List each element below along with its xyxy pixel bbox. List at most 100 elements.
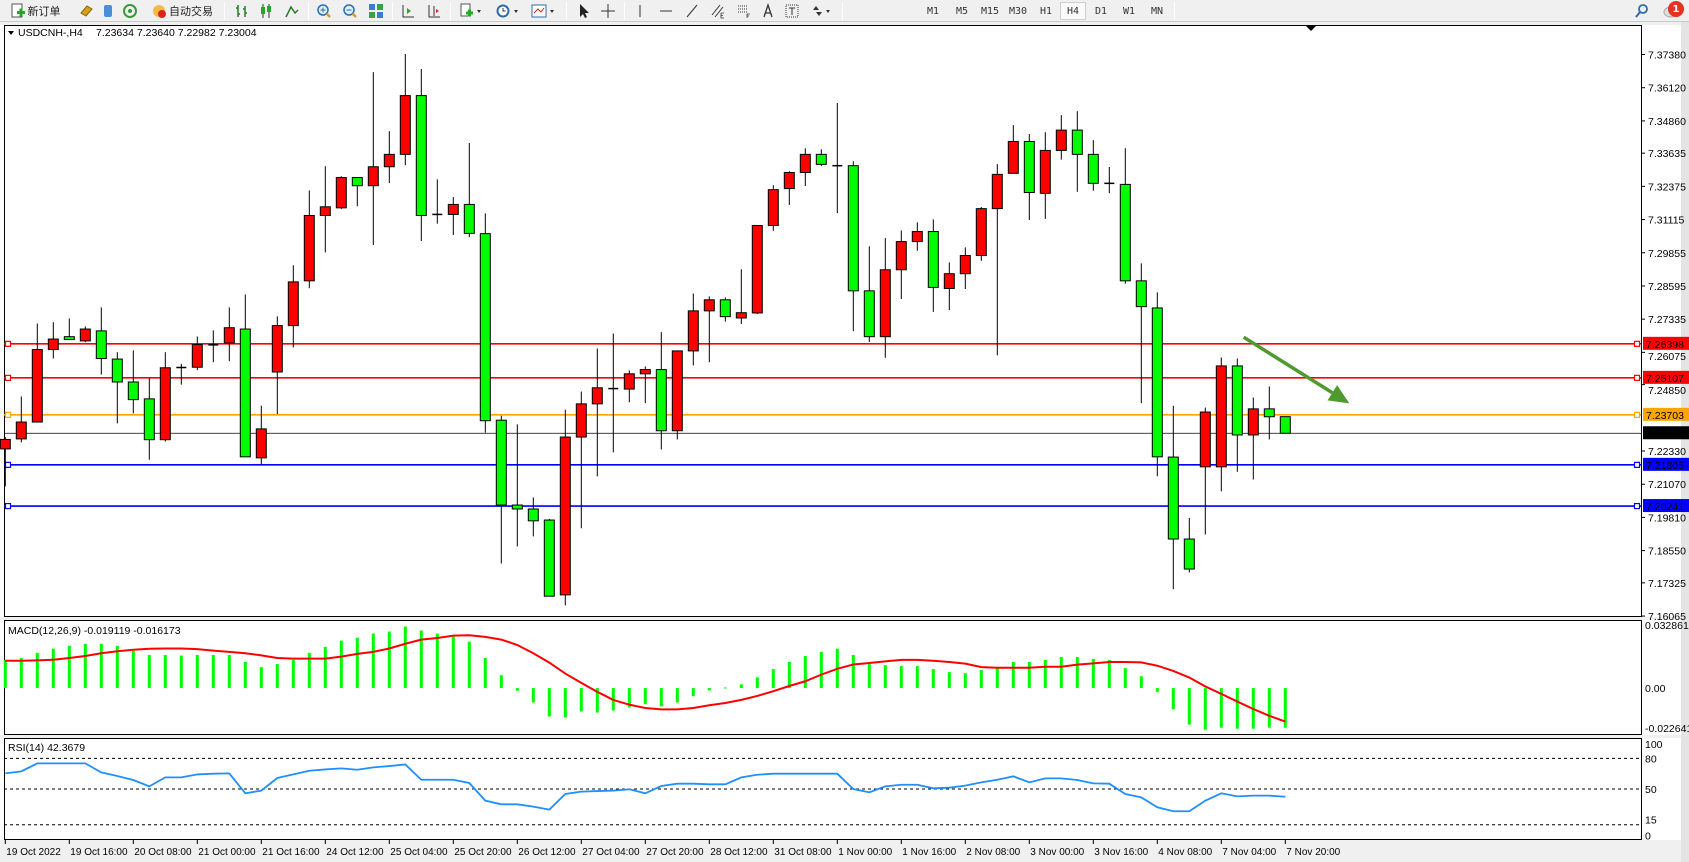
- candle[interactable]: [927, 219, 939, 312]
- candle[interactable]: [575, 391, 587, 529]
- candle[interactable]: [319, 166, 331, 253]
- candle[interactable]: [911, 222, 923, 251]
- timeframe-m5[interactable]: M5: [955, 5, 969, 17]
- auto-trading-button[interactable]: 自动交易: [146, 2, 218, 20]
- candle[interactable]: [15, 396, 27, 443]
- candle[interactable]: [751, 224, 763, 315]
- candle[interactable]: [335, 176, 347, 209]
- equidistant-channel-button[interactable]: [708, 2, 728, 20]
- zoom-in-button[interactable]: [314, 2, 334, 20]
- line-handle[interactable]: [1633, 411, 1641, 418]
- candle[interactable]: [479, 213, 491, 433]
- candle[interactable]: [1087, 140, 1099, 191]
- line-handle[interactable]: [1633, 461, 1641, 468]
- candle[interactable]: [1215, 357, 1227, 492]
- timeframe-d1[interactable]: D1: [1094, 5, 1108, 17]
- candle[interactable]: [735, 269, 747, 325]
- line-handle[interactable]: [4, 411, 12, 418]
- candle[interactable]: [1199, 407, 1211, 535]
- candle[interactable]: [703, 296, 715, 363]
- candle[interactable]: [895, 230, 907, 300]
- candle[interactable]: [671, 350, 683, 440]
- candle[interactable]: [271, 316, 283, 415]
- cursor-button[interactable]: [574, 2, 594, 20]
- vertical-line-button[interactable]: [630, 2, 650, 20]
- candle[interactable]: [991, 164, 1003, 356]
- timeframe-m30[interactable]: M30: [1008, 5, 1028, 17]
- candle[interactable]: [303, 190, 315, 289]
- candle[interactable]: [239, 294, 251, 458]
- candle[interactable]: [367, 72, 379, 245]
- candle[interactable]: [79, 326, 91, 343]
- line-handle[interactable]: [1633, 374, 1641, 381]
- candle[interactable]: [1247, 397, 1259, 480]
- candle[interactable]: [47, 322, 59, 359]
- candlestick-chart-button[interactable]: [256, 2, 276, 20]
- candle[interactable]: [1007, 125, 1019, 174]
- candle[interactable]: [943, 262, 955, 311]
- timeframe-w1[interactable]: W1: [1122, 5, 1136, 17]
- candle[interactable]: [543, 518, 555, 597]
- line-handle[interactable]: [4, 461, 12, 468]
- candle[interactable]: [447, 197, 459, 235]
- candle[interactable]: [1119, 148, 1131, 284]
- candle[interactable]: [495, 415, 507, 564]
- candle[interactable]: [287, 265, 299, 348]
- trend-arrow-line[interactable]: [1242, 335, 1334, 395]
- timeframe-m1[interactable]: M1: [926, 5, 940, 17]
- collapse-triangle-icon[interactable]: [8, 31, 14, 35]
- candle[interactable]: [863, 246, 875, 342]
- candle[interactable]: [1071, 111, 1083, 192]
- chart-window[interactable]: 7.37380 7.36120 7.34860 7.33635 7.32375 7.311…: [0, 22, 1689, 862]
- candle[interactable]: [1104, 167, 1115, 194]
- timeframe-h4[interactable]: H4: [1060, 2, 1086, 20]
- crosshair-button[interactable]: [598, 2, 618, 20]
- timeframe-h1[interactable]: H1: [1039, 5, 1053, 17]
- zoom-out-button[interactable]: [340, 2, 360, 20]
- candle[interactable]: [351, 177, 363, 207]
- candle[interactable]: [1167, 405, 1179, 590]
- candle[interactable]: [415, 68, 427, 242]
- candle[interactable]: [255, 405, 267, 465]
- line-handle[interactable]: [4, 340, 12, 347]
- candle[interactable]: [639, 366, 651, 404]
- search-button[interactable]: [1632, 2, 1652, 20]
- line-handle[interactable]: [1633, 340, 1641, 347]
- line-chart-button[interactable]: [282, 2, 302, 20]
- candle[interactable]: [1023, 134, 1035, 220]
- candle[interactable]: [432, 179, 443, 224]
- periods-button[interactable]: [492, 2, 524, 20]
- candle[interactable]: [111, 352, 123, 424]
- candle[interactable]: [655, 332, 667, 450]
- market-watch-button[interactable]: [76, 2, 96, 20]
- candle[interactable]: [623, 370, 635, 403]
- candle[interactable]: [95, 307, 107, 375]
- notifications-button[interactable]: 1: [1660, 0, 1686, 20]
- candle[interactable]: [1151, 292, 1163, 477]
- candle[interactable]: [815, 149, 827, 166]
- indicators-button[interactable]: [456, 2, 486, 20]
- text-button[interactable]: [758, 2, 778, 20]
- candle[interactable]: [832, 102, 843, 214]
- line-handle[interactable]: [1633, 502, 1641, 510]
- candle[interactable]: [1183, 517, 1195, 573]
- data-window-button[interactable]: [98, 2, 118, 20]
- arrows-button[interactable]: [806, 2, 836, 20]
- candle[interactable]: [159, 352, 171, 442]
- chart-shift-button[interactable]: [398, 2, 418, 20]
- candle[interactable]: [1279, 416, 1291, 434]
- fibonacci-button[interactable]: [734, 2, 754, 20]
- text-label-button[interactable]: [782, 2, 802, 20]
- signals-button[interactable]: [120, 2, 140, 20]
- candle[interactable]: [1055, 115, 1067, 160]
- candle[interactable]: [527, 497, 539, 537]
- candle[interactable]: [208, 330, 219, 363]
- line-handle[interactable]: [4, 502, 12, 510]
- horizontal-line-button[interactable]: [656, 2, 676, 20]
- candle[interactable]: [608, 333, 619, 453]
- candle[interactable]: [959, 247, 971, 289]
- trend-arrow-head-icon[interactable]: [1327, 385, 1350, 404]
- timeframe-m15[interactable]: M15: [980, 5, 1000, 17]
- candle[interactable]: [143, 378, 155, 460]
- trendline-button[interactable]: [682, 2, 702, 20]
